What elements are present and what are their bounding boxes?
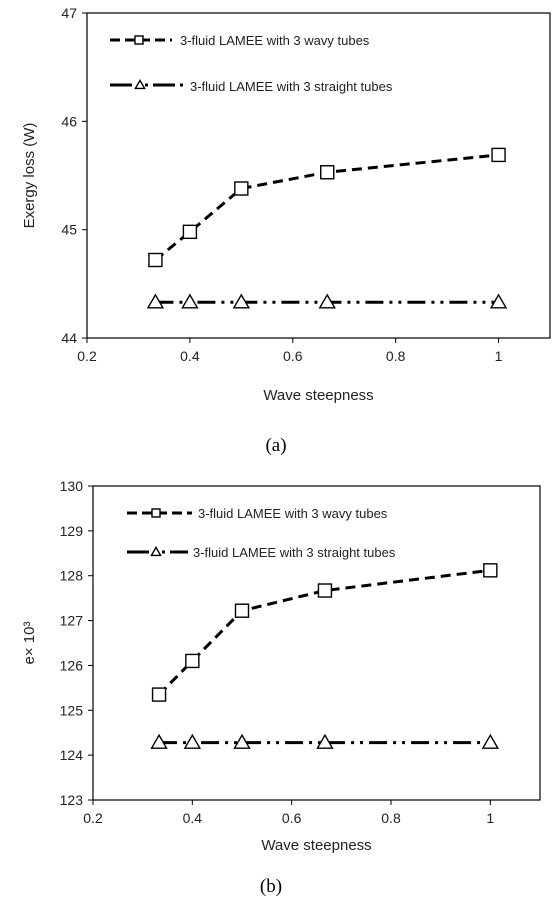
data-point: [232, 293, 251, 309]
y-tick-label: 128: [60, 568, 84, 584]
y-tick-label: 124: [60, 747, 84, 763]
series-line: [154, 153, 499, 262]
y-tick-label: 47: [61, 5, 77, 21]
x-axis-label: Wave steepness: [263, 387, 373, 404]
data-point: [316, 733, 334, 749]
figure-caption: (a): [265, 435, 286, 456]
data-point: [317, 583, 333, 598]
data-point: [491, 147, 506, 163]
y-tick-label: 125: [60, 702, 84, 718]
data-point: [233, 733, 251, 749]
data-point: [148, 252, 163, 268]
data-point: [183, 733, 202, 749]
legend-label: 3-fluid LAMEE with 3 straight tubes: [193, 545, 396, 560]
y-tick-label: 44: [61, 330, 77, 346]
legend-marker: [150, 546, 162, 557]
y-tick-label: 127: [60, 613, 84, 629]
data-point: [318, 293, 336, 309]
legend-label: 3-fluid LAMEE with 3 wavy tubes: [180, 33, 370, 48]
x-tick-label: 1: [486, 810, 494, 826]
data-point: [150, 733, 168, 749]
chart-a: 0.2 0.4 0.6 0.8 1 44 45 46 47 Wave steepness Exerg…: [21, 5, 551, 456]
x-tick-label: 0.4: [180, 348, 200, 364]
x-tick-label: 0.6: [283, 348, 303, 364]
data-point: [185, 653, 200, 669]
legend-entry: 3-fluid LAMEE with 3 wavy tubes: [127, 506, 388, 521]
legend-marker: [151, 508, 161, 518]
x-tick-label: 0.2: [83, 810, 103, 826]
data-point: [151, 687, 167, 702]
y-tick-label: 123: [60, 792, 84, 808]
chart-b: 0.2 0.4 0.6 0.8 1 123 124 125 126 127 128 129 130 Wav…: [21, 478, 541, 897]
plot-frame: [92, 485, 541, 801]
x-tick-label: 0.4: [183, 810, 203, 826]
legend-marker: [134, 79, 146, 90]
x-tick-label: 0.8: [381, 810, 401, 826]
data-point: [320, 165, 335, 180]
y-tick-label: 46: [61, 113, 77, 129]
series-wavy-tubes: [148, 147, 506, 268]
legend-label: 3-fluid LAMEE with 3 wavy tubes: [198, 506, 388, 521]
data-point: [483, 563, 498, 578]
x-tick-label: 0.2: [77, 348, 97, 364]
data-point: [489, 293, 508, 309]
data-point: [481, 733, 500, 749]
data-point: [181, 293, 199, 309]
data-point: [182, 224, 198, 240]
legend-entry: 3-fluid LAMEE with 3 straight tubes: [110, 79, 393, 94]
series-straight-tubes: [146, 293, 508, 309]
legend-label: 3-fluid LAMEE with 3 straight tubes: [190, 79, 393, 94]
series-wavy-tubes: [151, 563, 498, 702]
legend-entry: 3-fluid LAMEE with 3 wavy tubes: [110, 33, 370, 48]
y-tick-label: 130: [60, 478, 84, 494]
y-tick-label: 126: [60, 657, 84, 673]
data-point: [234, 181, 249, 196]
figure-caption: (b): [260, 876, 282, 897]
x-tick-label: 0.6: [282, 810, 302, 826]
x-tick-label: 0.8: [386, 348, 406, 364]
series-straight-tubes: [150, 733, 500, 749]
data-point: [234, 603, 250, 618]
legend-marker: [134, 35, 144, 45]
y-tick-label: 45: [61, 222, 77, 238]
x-tick-label: 1: [495, 348, 503, 364]
x-axis-label: Wave steepness: [261, 837, 371, 854]
y-axis-label: Exergy loss (W): [21, 123, 38, 229]
legend-entry: 3-fluid LAMEE with 3 straight tubes: [127, 545, 396, 560]
y-tick-label: 129: [60, 523, 84, 539]
y-axis-label: e× 10³: [21, 622, 38, 665]
data-point: [146, 293, 165, 309]
plot-frame: [86, 12, 551, 339]
